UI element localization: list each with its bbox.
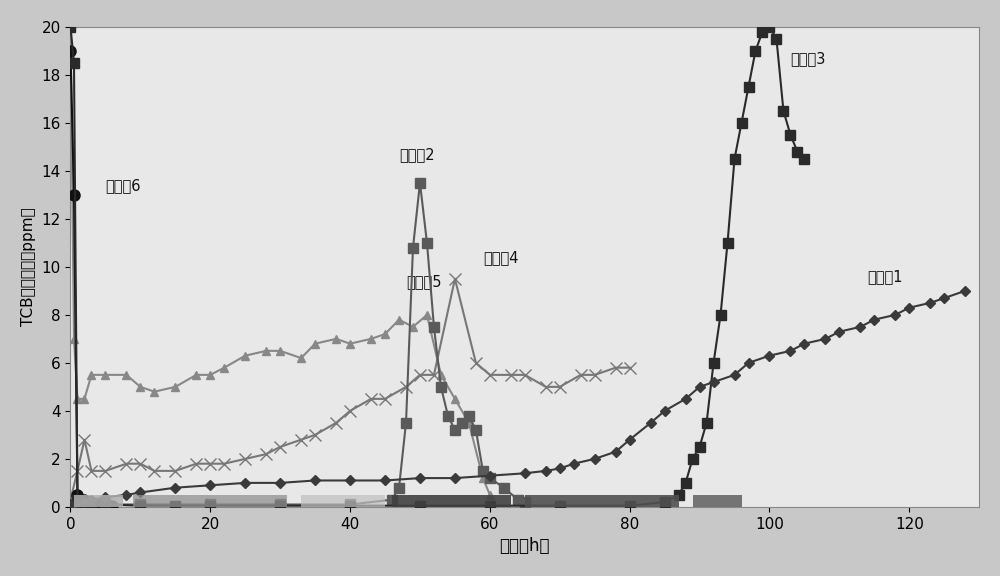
Text: 实施例4: 实施例4 [483,250,518,265]
Text: 实施例5: 实施例5 [406,274,441,289]
Text: 实施例3: 实施例3 [790,51,826,66]
Bar [74,495,123,507]
Bar [301,495,385,507]
Bar [693,495,742,507]
Bar [133,495,287,507]
Text: 实施例1: 实施例1 [867,269,903,285]
Text: 实施例6: 实施例6 [105,178,141,193]
Bar [525,495,679,507]
Text: 实施例2: 实施例2 [399,147,435,162]
X-axis label: 时间（h）: 时间（h） [500,537,550,555]
Y-axis label: TCB浓度出口（ppm）: TCB浓度出口（ppm） [21,207,36,326]
Bar [392,495,511,507]
